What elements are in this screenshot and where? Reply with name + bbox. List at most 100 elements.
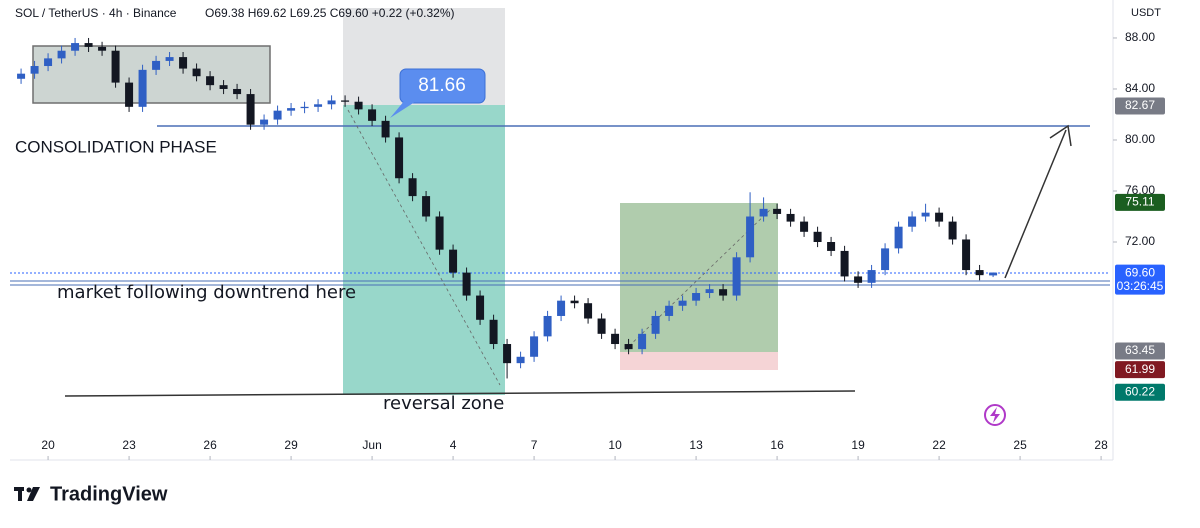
price-label-box	[1115, 97, 1165, 115]
candle-body	[260, 119, 269, 125]
candle-body	[287, 108, 296, 111]
profit-box	[620, 203, 778, 352]
candle-body	[611, 333, 620, 345]
candle-body	[813, 231, 822, 243]
ohlc: O69.38 H69.62 L69.25 C69.60 +0.22 (+0.32…	[205, 6, 455, 20]
candle-body	[624, 344, 633, 350]
candle-body	[948, 221, 957, 240]
candle-body	[638, 333, 647, 350]
candle-body	[570, 300, 579, 304]
x-tick-label: Jun	[362, 438, 381, 452]
alert-icon	[990, 407, 1000, 423]
candle-body	[125, 82, 134, 107]
candle-body	[840, 250, 849, 277]
candle-body	[935, 212, 944, 222]
candle-body	[800, 221, 809, 232]
candle-body	[273, 110, 282, 120]
candle-body	[854, 276, 863, 283]
candle-body	[651, 315, 660, 334]
candle-body	[908, 216, 917, 227]
candle-body	[44, 58, 53, 67]
candle-body	[476, 295, 485, 320]
annotation: CONSOLIDATION PHASE	[15, 137, 217, 156]
candle-body	[503, 344, 512, 364]
candle-body	[422, 196, 431, 217]
candle-body	[921, 212, 930, 217]
candle-body	[30, 66, 39, 74]
x-tick-label: 7	[531, 438, 538, 452]
price-label: 75.11	[1125, 195, 1154, 209]
candle-body	[219, 85, 228, 89]
y-tick-label: 72.00	[1125, 234, 1155, 248]
arrow-head	[1049, 124, 1072, 147]
candle-body	[57, 50, 66, 59]
brand-logo	[14, 487, 40, 501]
candle-body	[368, 109, 377, 121]
price-label: 60.22	[1125, 384, 1155, 398]
candle-body	[665, 305, 674, 316]
candle-body	[71, 43, 80, 51]
projection-arrow	[1004, 129, 1067, 279]
candle-body	[165, 57, 174, 61]
candle-body	[462, 272, 471, 296]
support-line	[64, 390, 856, 397]
price-label: 69.60	[1125, 265, 1155, 279]
candles	[17, 37, 998, 379]
consolidation-box	[32, 45, 271, 104]
brand: TradingView	[50, 483, 168, 505]
x-tick-label: 19	[851, 438, 865, 452]
candle-body	[327, 100, 336, 105]
candle-body	[516, 356, 525, 364]
price-label-box	[1115, 383, 1165, 401]
candle-body	[300, 106, 309, 109]
candle-body	[584, 303, 593, 319]
price-label-box	[1115, 193, 1165, 211]
alert-icon[interactable]	[984, 404, 1006, 426]
candle-body	[678, 300, 687, 306]
price-label-box	[1115, 342, 1165, 360]
candle-body	[773, 208, 782, 214]
y-tick-label: 80.00	[1125, 132, 1155, 146]
annotation: reversal zone	[383, 393, 504, 414]
y-tick-label: 88.00	[1125, 30, 1155, 44]
candle-body	[881, 248, 890, 271]
x-tick-label: 13	[689, 438, 703, 452]
x-tick-label: 28	[1094, 438, 1108, 452]
x-tick-label: 22	[932, 438, 946, 452]
candle-body	[989, 272, 998, 276]
candle-body	[894, 226, 903, 249]
candle-body	[192, 68, 201, 77]
long-position-box	[343, 105, 505, 395]
candle-body	[975, 270, 984, 276]
candle-body	[98, 46, 107, 51]
candle-body	[597, 318, 606, 334]
candle-body	[705, 289, 714, 294]
price-label: 82.67	[1125, 98, 1155, 112]
candle-body	[179, 57, 188, 69]
candle-body	[732, 257, 741, 296]
price-label-sub: 03:26:45	[1117, 279, 1164, 293]
candle-body	[867, 270, 876, 283]
candle-body	[246, 94, 255, 125]
candle-body	[435, 216, 444, 250]
currency: USDT	[1131, 7, 1161, 19]
callout-text: 81.66	[418, 75, 466, 96]
x-tick-label: 26	[203, 438, 217, 452]
candle-body	[206, 76, 215, 86]
x-tick-label: 10	[608, 438, 622, 452]
candle-body	[354, 101, 363, 110]
candle-body	[530, 336, 539, 357]
candle-body	[719, 289, 728, 296]
price-label-box	[1115, 264, 1165, 295]
candle-body	[17, 73, 26, 79]
annotation: market following downtrend here	[57, 282, 356, 303]
candle-body	[314, 104, 323, 107]
x-tick-label: 25	[1013, 438, 1027, 452]
x-tick-label: 29	[284, 438, 298, 452]
candle-body	[111, 50, 120, 83]
x-tick-label: 4	[450, 438, 457, 452]
candle-body	[341, 100, 350, 102]
x-tick-label: 20	[41, 438, 55, 452]
price-label: 61.99	[1125, 362, 1155, 376]
